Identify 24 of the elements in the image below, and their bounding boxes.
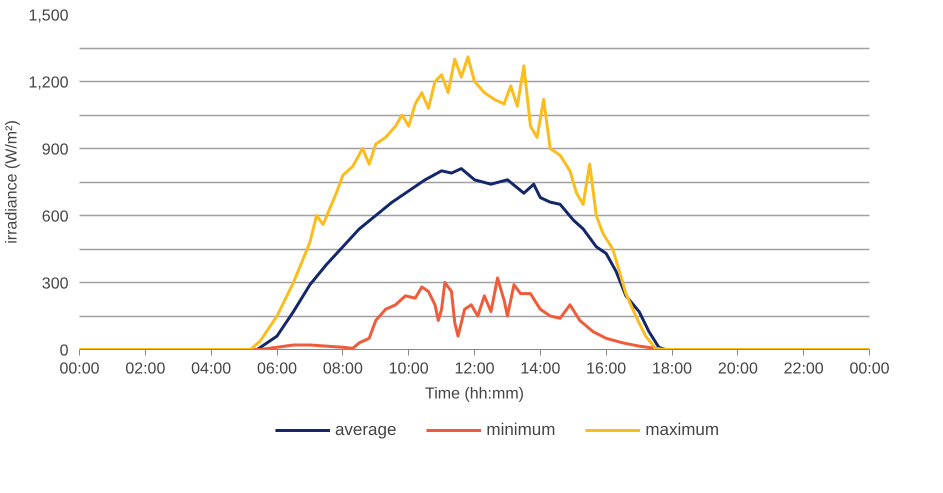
y-tick-label: 900 (42, 142, 69, 158)
x-tick-label: 18:00 (652, 360, 692, 378)
x-tick-label: 16:00 (586, 360, 626, 378)
y-tick-label: 600 (42, 208, 69, 226)
y-tick-label: 0 (60, 342, 69, 360)
y-axis-title: irradiance (W/m²) (3, 120, 20, 244)
legend-label: average (334, 420, 396, 440)
y-tick-label: 1,500 (28, 8, 69, 24)
x-tick-label: 14:00 (520, 360, 560, 378)
legend-label: minimum (486, 420, 556, 440)
x-tick-label: 22:00 (784, 360, 824, 378)
x-tick-label: 10:00 (388, 360, 429, 378)
x-tick-label: 08:00 (322, 360, 363, 378)
legend-label: maximum (645, 420, 720, 440)
y-tick-label: 1,200 (28, 74, 69, 92)
y-tick-label: 300 (42, 276, 69, 292)
x-tick-label: 02:00 (125, 360, 166, 378)
x-tick-label: 00:00 (849, 360, 890, 378)
x-tick-label: 06:00 (256, 360, 298, 378)
x-tick-label: 04:00 (191, 360, 232, 378)
x-tick-label: 12:00 (454, 360, 495, 378)
x-axis-title: Time (hh:mm) (425, 386, 524, 402)
x-tick-label: 20:00 (718, 360, 758, 378)
x-tick-label: 00:00 (59, 360, 100, 378)
